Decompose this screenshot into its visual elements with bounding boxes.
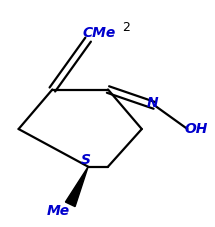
- Text: 2: 2: [122, 21, 130, 34]
- Text: S: S: [81, 153, 91, 167]
- Polygon shape: [65, 167, 88, 207]
- Text: Me: Me: [47, 204, 70, 218]
- Text: OH: OH: [184, 122, 208, 136]
- Text: CMe: CMe: [82, 26, 115, 40]
- Text: N: N: [147, 96, 158, 110]
